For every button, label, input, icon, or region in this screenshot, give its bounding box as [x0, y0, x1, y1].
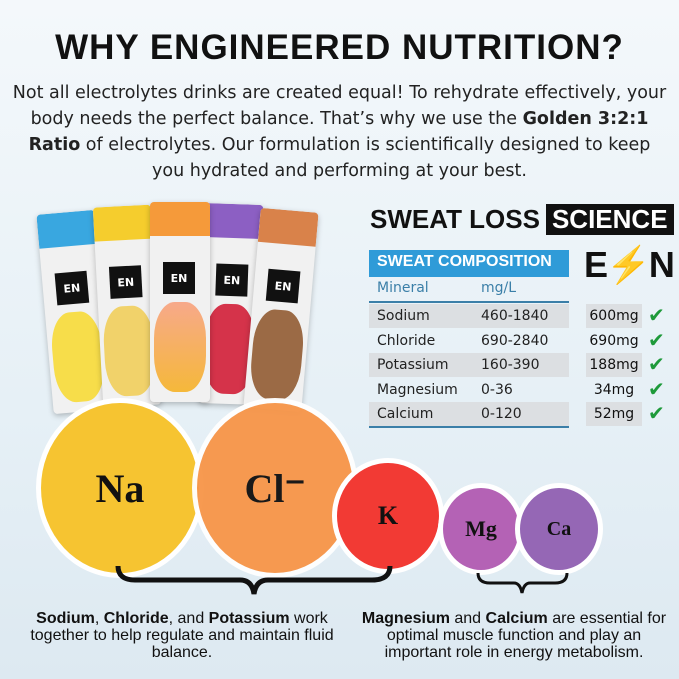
- mineral-range: 0-120: [481, 406, 522, 423]
- mineral-name: Potassium: [377, 357, 449, 374]
- table-row: Chloride 690-2840: [369, 329, 569, 353]
- amount-value: 52mg: [586, 402, 642, 427]
- packet-peach-mango: EN: [150, 202, 210, 402]
- brace-left: [115, 565, 393, 595]
- circle-magnesium: Mg: [438, 483, 524, 575]
- element-symbol: K: [377, 501, 399, 530]
- amount-value: 600mg: [586, 304, 642, 328]
- check-icon: ✔: [648, 352, 665, 377]
- check-icon: ✔: [648, 401, 665, 426]
- brand-logo-icon: EN: [163, 262, 195, 294]
- lightning-bolt-icon: ⚡: [606, 244, 651, 285]
- mineral-range: 690-2840: [481, 332, 549, 349]
- check-icon: ✔: [648, 327, 665, 352]
- circle-chloride: Cl⁻: [192, 398, 358, 578]
- element-symbol: Cl⁻: [244, 465, 306, 511]
- page-title: WHY ENGINEERED NUTRITION?: [55, 28, 624, 67]
- check-icon: ✔: [648, 303, 665, 327]
- table-row: Potassium 160-390: [369, 353, 569, 378]
- amount-value: 34mg: [593, 381, 635, 398]
- element-symbol: Na: [95, 465, 145, 511]
- element-symbol: Ca: [546, 517, 572, 540]
- divider: [369, 301, 569, 303]
- column-header-mineral: Mineral: [377, 280, 429, 296]
- mineral-name: Calcium: [377, 406, 434, 423]
- mineral-name: Chloride: [377, 332, 436, 349]
- column-header-unit: mg/L: [481, 280, 517, 296]
- mineral-name: Magnesium: [377, 381, 458, 398]
- check-icon: ✔: [648, 376, 665, 401]
- sweat-composition-title: SWEAT COMPOSITION: [369, 250, 569, 277]
- mineral-range: 160-390: [481, 357, 540, 374]
- table-row: Calcium 0-120: [369, 402, 569, 427]
- mineral-range: 0-36: [481, 381, 513, 398]
- brace-right: [476, 572, 569, 594]
- element-symbol: Mg: [465, 516, 497, 541]
- mineral-range: 460-1840: [481, 308, 549, 324]
- amount-value: 188mg: [586, 353, 642, 378]
- intro-text: Not all electrolytes drinks are created …: [12, 83, 667, 181]
- circle-calcium: Ca: [515, 483, 603, 575]
- table-row: Sodium 460-1840: [369, 304, 569, 328]
- mineral-name: Sodium: [377, 308, 430, 324]
- brand-logo: E⚡N: [584, 244, 675, 285]
- description-sodium-chloride-potassium: Sodium, Chloride, and Potassium work tog…: [30, 610, 334, 661]
- sweat-loss-science-heading: SWEAT LOSS SCIENCE: [370, 204, 674, 235]
- table-row: Magnesium 0-36: [369, 378, 569, 402]
- divider: [369, 426, 569, 428]
- description-magnesium-calcium: Magnesium and Calcium are essential for …: [361, 610, 667, 661]
- amount-value: 690mg: [589, 332, 639, 349]
